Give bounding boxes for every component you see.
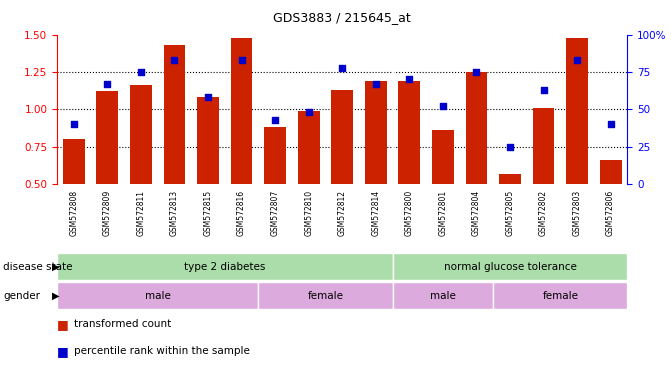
Bar: [264, 127, 286, 184]
Bar: [197, 98, 219, 184]
Text: GSM572804: GSM572804: [472, 190, 481, 236]
Text: male: male: [145, 291, 170, 301]
Point: [505, 144, 515, 150]
Text: GSM572814: GSM572814: [371, 190, 380, 236]
Text: percentile rank within the sample: percentile rank within the sample: [74, 346, 250, 356]
Point: [605, 121, 616, 127]
Text: gender: gender: [3, 291, 40, 301]
Text: GSM572802: GSM572802: [539, 190, 548, 236]
Text: GSM572812: GSM572812: [338, 190, 347, 236]
Bar: [63, 139, 85, 184]
Text: GSM572800: GSM572800: [405, 190, 414, 236]
Text: GDS3883 / 215645_at: GDS3883 / 215645_at: [273, 12, 411, 25]
Text: female: female: [307, 291, 344, 301]
Point: [303, 109, 314, 116]
Point: [236, 57, 247, 63]
Text: GSM572807: GSM572807: [270, 190, 280, 236]
Bar: [499, 174, 521, 184]
Point: [471, 69, 482, 75]
Point: [437, 103, 448, 109]
Point: [572, 57, 582, 63]
Text: GSM572816: GSM572816: [237, 190, 246, 236]
Text: disease state: disease state: [3, 262, 73, 272]
Point: [136, 69, 146, 75]
Bar: [393, 253, 627, 280]
Text: GSM572810: GSM572810: [304, 190, 313, 236]
Bar: [57, 282, 258, 309]
Text: ▶: ▶: [52, 262, 60, 272]
Text: female: female: [542, 291, 578, 301]
Text: ■: ■: [57, 345, 69, 358]
Bar: [493, 282, 627, 309]
Bar: [97, 91, 118, 184]
Bar: [365, 81, 386, 184]
Bar: [298, 111, 319, 184]
Point: [102, 81, 113, 87]
Text: GSM572815: GSM572815: [203, 190, 213, 236]
Text: type 2 diabetes: type 2 diabetes: [184, 262, 266, 272]
Bar: [57, 253, 393, 280]
Bar: [533, 108, 554, 184]
Point: [404, 76, 415, 83]
Bar: [600, 161, 621, 184]
Text: ■: ■: [57, 318, 69, 331]
Bar: [130, 86, 152, 184]
Text: GSM572808: GSM572808: [69, 190, 79, 236]
Text: normal glucose tolerance: normal glucose tolerance: [444, 262, 576, 272]
Text: ▶: ▶: [52, 291, 60, 301]
Bar: [466, 72, 487, 184]
Bar: [258, 282, 393, 309]
Bar: [393, 282, 493, 309]
Text: male: male: [430, 291, 456, 301]
Bar: [432, 131, 454, 184]
Bar: [164, 45, 185, 184]
Text: GSM572813: GSM572813: [170, 190, 179, 236]
Text: transformed count: transformed count: [74, 319, 171, 329]
Point: [169, 57, 180, 63]
Text: GSM572809: GSM572809: [103, 190, 112, 236]
Point: [68, 121, 79, 127]
Point: [270, 117, 280, 123]
Point: [203, 94, 213, 101]
Text: GSM572806: GSM572806: [606, 190, 615, 236]
Bar: [399, 81, 420, 184]
Text: GSM572811: GSM572811: [136, 190, 146, 236]
Point: [370, 81, 381, 87]
Text: GSM572803: GSM572803: [572, 190, 582, 236]
Bar: [231, 38, 252, 184]
Point: [538, 87, 549, 93]
Text: GSM572805: GSM572805: [505, 190, 515, 236]
Point: [337, 65, 348, 71]
Bar: [331, 90, 353, 184]
Bar: [566, 38, 588, 184]
Text: GSM572801: GSM572801: [438, 190, 448, 236]
